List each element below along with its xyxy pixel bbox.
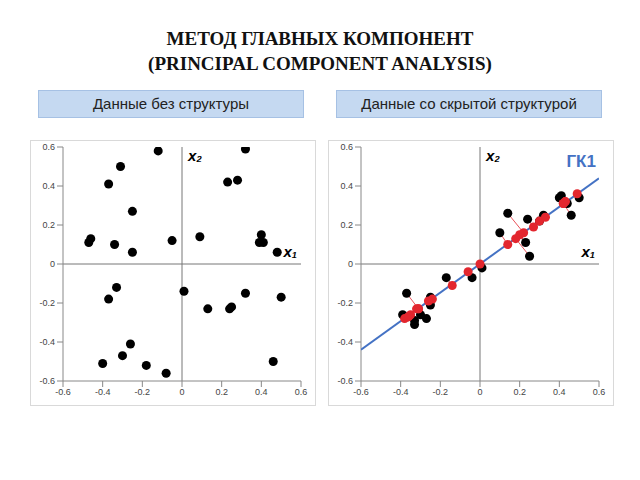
svg-text:0.2: 0.2: [513, 387, 526, 397]
svg-text:-0.4: -0.4: [39, 337, 55, 347]
svg-text:-0.2: -0.2: [337, 298, 353, 308]
svg-text:x₁: x₁: [580, 243, 595, 260]
svg-text:x₂: x₂: [485, 147, 500, 164]
html-text:МЕТОД ГЛАВНЫХ КОМПОНЕНТ: МЕТОД ГЛАВНЫХ КОМПОНЕНТ: [166, 28, 474, 49]
svg-text:0.2: 0.2: [215, 387, 228, 397]
svg-text:-0.6: -0.6: [55, 387, 71, 397]
svg-text:x₁: x₁: [282, 243, 297, 260]
svg-text:-0.2: -0.2: [433, 387, 449, 397]
html-text:Данные со скрытой структурой: Данные со скрытой структурой: [361, 95, 577, 112]
svg-text:0.6: 0.6: [295, 387, 308, 397]
svg-text:0: 0: [348, 259, 353, 269]
svg-text:-0.6: -0.6: [337, 376, 353, 386]
svg-text:-0.6: -0.6: [39, 376, 55, 386]
html-text:(PRINCIPAL COMPONENT ANALYSIS): (PRINCIPAL COMPONENT ANALYSIS): [148, 53, 492, 74]
svg-text:0.4: 0.4: [42, 181, 55, 191]
svg-text:0.4: 0.4: [340, 181, 353, 191]
svg-text:0.2: 0.2: [42, 220, 55, 230]
svg-text:0.4: 0.4: [255, 387, 268, 397]
svg-text:ГК1: ГК1: [566, 152, 595, 171]
svg-text:-0.6: -0.6: [353, 387, 369, 397]
svg-text:0.6: 0.6: [42, 142, 55, 152]
svg-text:0: 0: [477, 387, 482, 397]
svg-text:-0.2: -0.2: [135, 387, 151, 397]
svg-text:-0.4: -0.4: [337, 337, 353, 347]
html-text:Данные без структуры: Данные без структуры: [92, 95, 249, 112]
svg-text:0.6: 0.6: [340, 142, 353, 152]
svg-text:0: 0: [179, 387, 184, 397]
svg-text:-0.4: -0.4: [393, 387, 409, 397]
svg-text:0.6: 0.6: [593, 387, 606, 397]
svg-text:-0.2: -0.2: [39, 298, 55, 308]
svg-text:-0.4: -0.4: [95, 387, 111, 397]
svg-text:0.2: 0.2: [340, 220, 353, 230]
svg-text:0: 0: [50, 259, 55, 269]
svg-text:0.4: 0.4: [553, 387, 566, 397]
svg-text:x₂: x₂: [187, 147, 202, 164]
